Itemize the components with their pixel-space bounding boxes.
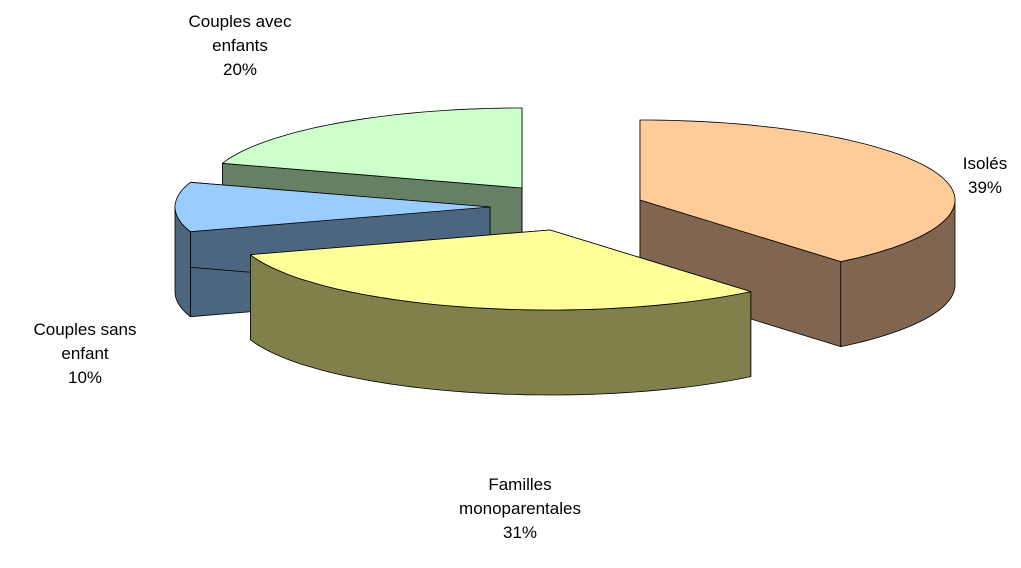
percent-label: 31% <box>502 523 538 542</box>
slice <box>249 229 752 396</box>
percent-label: 10% <box>67 368 103 387</box>
slice-top <box>249 229 752 311</box>
category-name: Familles monoparentales <box>459 475 581 518</box>
slice-label: Couples sans enfant 10% <box>15 318 155 390</box>
percent-label: 39% <box>967 178 1003 197</box>
slice-top <box>174 181 491 233</box>
slice-top <box>221 107 523 189</box>
category-name: Isolés <box>962 154 1008 173</box>
category-name: Couples avec enfants <box>188 12 292 55</box>
slice-label: Isolés 39% <box>945 152 1021 200</box>
slice <box>639 119 956 348</box>
slice-label: Familles monoparentales 31% <box>445 473 595 545</box>
slice-label: Couples avec enfants 20% <box>170 10 310 82</box>
slice-top <box>639 119 956 263</box>
category-name: Couples sans enfant <box>33 320 137 363</box>
percent-label: 20% <box>222 60 258 79</box>
